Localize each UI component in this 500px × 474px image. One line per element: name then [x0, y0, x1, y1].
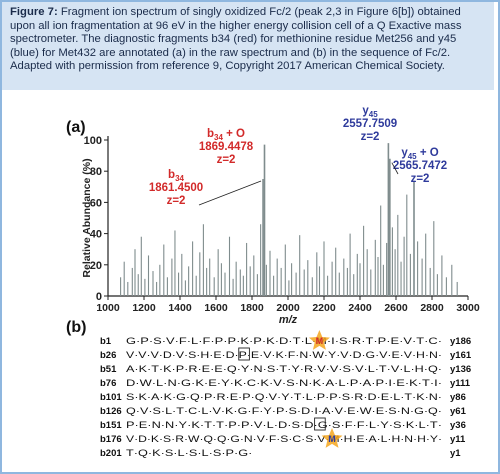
annotation-y45-oxidized-label: y45 + O	[401, 147, 438, 161]
annotation-b34-oxidized-label: b34 + O	[207, 128, 245, 142]
y-tick-label: 100	[84, 135, 102, 147]
y45-cleavage-box	[314, 417, 326, 431]
x-tick-label: 2200	[312, 302, 336, 314]
y-axis-label: Relative Abundance (%)	[81, 158, 93, 277]
annotation-y45-mz: 2557.7509	[343, 118, 397, 130]
sequence-b-index: b51	[100, 364, 117, 375]
annotation-y45-oxidized-mz: 2565.7472	[393, 160, 447, 172]
sequence-residues: S·K·A·K·G·Q·P·R·E·P·Q·V·Y·T·L·P·P·S·R·D·…	[126, 392, 442, 402]
x-tick-label: 2800	[420, 302, 444, 314]
caption-label: Figure 7:	[10, 6, 58, 18]
x-tick-label: 1200	[132, 302, 156, 314]
sequence-b-index: b201	[100, 448, 122, 459]
panel-label-b: (b)	[66, 319, 86, 336]
annotation-b34-oxidized-mz: 1869.4478	[199, 141, 254, 153]
x-tick-label: 1000	[96, 302, 120, 314]
met432-star-icon	[321, 428, 343, 448]
sequence-residues: V·V·V·D·V·S·H·E·D·P·E·V·K·F·N·W·Y·V·D·G·…	[126, 350, 442, 360]
leader-line-b34	[198, 180, 262, 206]
sequence-residues: Q·V·S·L·T·C·L·V·K·G·F·Y·P·S·D·I·A·V·E·W·…	[126, 406, 442, 416]
annotation-b34-oxidized-charge: z=2	[217, 154, 236, 166]
annotation-y45-oxidized-charge: z=2	[411, 173, 430, 185]
x-tick-label: 2000	[276, 302, 300, 314]
sequence-b-index: b126	[100, 406, 122, 417]
leader-line-y45-oxidized	[391, 162, 399, 175]
met256-star-icon	[308, 330, 330, 350]
y-tick-label: 20	[90, 260, 102, 272]
annotation-y45-charge: z=2	[361, 131, 380, 143]
sequence-y-index: y186	[450, 336, 471, 347]
annotation-y45-label: y45	[362, 105, 378, 119]
sequence-b-index: b76	[100, 378, 116, 389]
caption-text: Fragment ion spectrum of singly oxidized…	[10, 6, 462, 73]
sequence-residues: D·W·L·N·G·K·E·Y·K·C·K·V·S·N·K·A·L·P·A·P·…	[126, 378, 442, 388]
sequence-residues: T·Q·K·S·L·S·L·S·P·G·	[126, 448, 252, 458]
sequence-b-index: b176	[100, 434, 122, 445]
sequence-y-index: y61	[450, 406, 467, 417]
panel-label-a: (a)	[66, 119, 86, 136]
sequence-y-index: y1	[450, 448, 461, 459]
y-tick-label: 0	[96, 291, 102, 303]
sequence-y-index: y111	[450, 378, 471, 389]
x-tick-label: 2600	[384, 302, 408, 314]
annotation-b34-label: b34	[168, 169, 184, 183]
x-tick-label: 1400	[168, 302, 192, 314]
sequence-b-index: b26	[100, 350, 116, 361]
met432-marker: M	[328, 434, 336, 444]
sequence-y-index: y86	[450, 392, 466, 403]
b34-cleavage-box	[238, 347, 250, 361]
sequence-residues: A·K·T·K·P·R·E·E·Q·Y·N·S·T·Y·R·V·V·S·V·L·…	[126, 364, 442, 374]
x-axis-label: m/z	[279, 314, 298, 326]
y-tick-label: 40	[90, 229, 102, 241]
y-tick-label: 60	[90, 197, 102, 209]
annotation-b34-charge: z=2	[167, 195, 186, 207]
sequence-b-index: b101	[100, 392, 122, 403]
sequence-b-index: b1	[100, 336, 112, 347]
sequence-b-index: b151	[100, 420, 122, 431]
sequence-residues: G·P·S·V·F·L·F·P·P·K·P·K·D·T·L·M·I·S·R·T·…	[126, 336, 442, 346]
sequence-y-index: y36	[450, 420, 466, 431]
sequence-residues: V·D·K·S·R·W·Q·Q·G·N·V·F·S·C·S·V·M·H·E·A·…	[126, 434, 442, 444]
annotation-b34-mz: 1861.4500	[149, 182, 203, 194]
x-tick-label: 1600	[204, 302, 228, 314]
sequence-y-index: y11	[450, 434, 466, 445]
x-tick-label: 1800	[240, 302, 264, 314]
y-tick-label: 80	[90, 166, 102, 178]
sequence-y-index: y136	[450, 364, 471, 375]
x-tick-label: 2400	[348, 302, 372, 314]
met256-marker: M	[316, 336, 324, 346]
figure-caption: Figure 7: Fragment ion spectrum of singl…	[2, 2, 494, 90]
x-tick-label: 3000	[456, 302, 480, 314]
sequence-residues: P·E·N·N·Y·K·T·T·P·P·V·L·D·S·D·G·S·F·F·L·…	[126, 420, 442, 430]
sequence-y-index: y161	[450, 350, 472, 361]
